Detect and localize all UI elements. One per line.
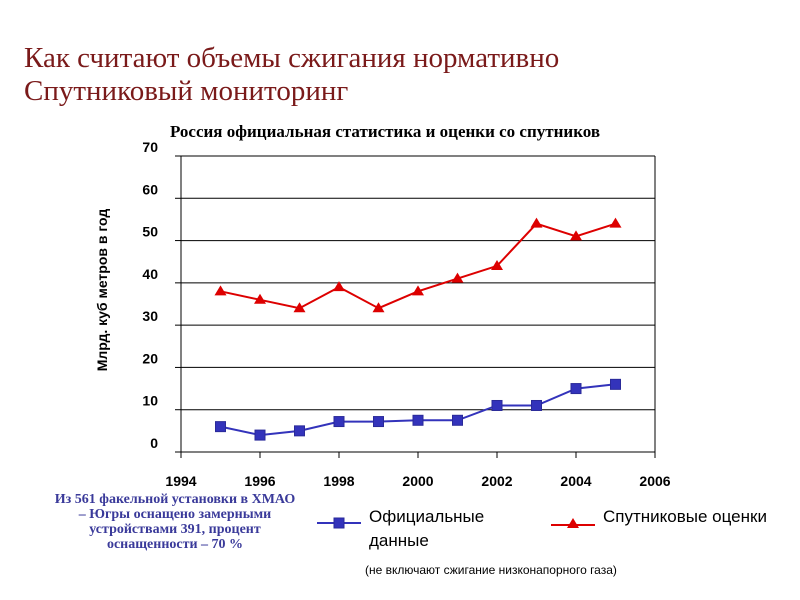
data-point-satellite-2004 — [570, 230, 582, 241]
x-tick-label-2004: 2004 — [560, 473, 591, 489]
y-tick-label-10: 10 — [142, 393, 158, 409]
data-point-satellite-2005 — [609, 217, 622, 228]
series-line-satellite — [220, 222, 616, 310]
data-point-satellite-2001 — [451, 272, 464, 283]
data-point-official-2002 — [491, 399, 503, 411]
legend-swatch-satellite — [551, 518, 595, 528]
data-point-satellite-1995 — [214, 285, 227, 296]
data-point-satellite-2003 — [530, 217, 543, 228]
data-point-official-1999 — [373, 416, 384, 428]
equipment-note: Из 561 факельной установки в ХМАО – Югры… — [54, 492, 296, 552]
data-point-official-2005 — [610, 378, 621, 390]
data-point-official-1997 — [294, 425, 305, 437]
legend-swatch-official — [317, 517, 361, 529]
slide-title: Как считают объемы сжигания нормативно С… — [24, 42, 724, 108]
flaring-note: (не включают сжигание низконапорного газ… — [365, 563, 617, 577]
y-tick-label-70: 70 — [142, 139, 158, 155]
title-line-2: Спутниковый мониторинг — [24, 75, 349, 107]
y-tick-label-20: 20 — [142, 350, 158, 366]
data-point-official-1996 — [254, 429, 266, 441]
x-tick-label-1998: 1998 — [323, 473, 354, 489]
data-point-satellite-1997 — [293, 302, 306, 313]
chart-title: Россия официальная статистика и оценки с… — [169, 122, 601, 141]
legend-label-official: Официальные данные — [369, 507, 485, 550]
y-tick-label-40: 40 — [142, 266, 158, 282]
data-point-official-2004 — [570, 383, 582, 395]
y-tick-label-60: 60 — [142, 181, 158, 197]
y-tick-label-0: 0 — [150, 435, 158, 451]
data-point-satellite-2000 — [412, 285, 424, 296]
x-tick-label-2002: 2002 — [481, 473, 512, 489]
x-tick-label-1996: 1996 — [244, 473, 275, 489]
x-tick-label-1994: 1994 — [165, 473, 196, 489]
data-point-satellite-1996 — [254, 293, 266, 304]
y-tick-label-30: 30 — [142, 308, 158, 324]
data-point-satellite-2002 — [491, 259, 503, 270]
data-point-satellite-1998 — [333, 281, 345, 292]
data-point-official-1995 — [215, 421, 226, 433]
x-tick-label-2000: 2000 — [402, 473, 433, 489]
data-point-official-2003 — [531, 399, 542, 411]
x-tick-label-2006: 2006 — [639, 473, 670, 489]
y-tick-label-50: 50 — [142, 224, 158, 240]
data-point-official-2000 — [412, 414, 424, 426]
data-point-official-2001 — [452, 414, 463, 426]
data-point-official-1998 — [333, 416, 345, 428]
title-line-1: Как считают объемы сжигания нормативно — [24, 42, 560, 74]
data-point-satellite-1999 — [372, 302, 385, 313]
legend-label-satellite: Спутниковые оценки — [603, 507, 767, 526]
